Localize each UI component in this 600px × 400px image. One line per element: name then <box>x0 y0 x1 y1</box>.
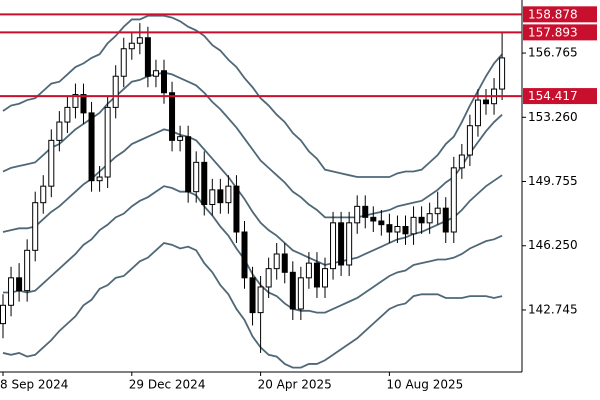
candle-body <box>0 304 6 325</box>
candle-body <box>450 167 457 233</box>
candle-body <box>24 249 31 292</box>
level-label: 154.417 <box>528 89 578 103</box>
candle-body <box>370 216 377 222</box>
candle-body <box>426 213 433 224</box>
candle-body <box>281 253 288 273</box>
candle-body <box>112 75 119 108</box>
candle-body <box>483 99 489 105</box>
candle-body <box>169 92 176 141</box>
candle-body <box>72 94 79 108</box>
y-tick-label: 146.250 <box>528 238 578 252</box>
candle-body <box>402 225 409 235</box>
candle-body <box>217 189 224 204</box>
candle-body <box>8 277 15 306</box>
level-label-box <box>523 24 597 41</box>
level-label-box <box>523 88 597 105</box>
candle-body <box>418 216 425 224</box>
band-line <box>2 14 503 178</box>
candle-body <box>233 185 240 233</box>
candle-body <box>273 253 280 270</box>
candle-body <box>466 125 473 156</box>
candle-body <box>209 189 216 206</box>
band-line <box>2 242 503 369</box>
candle-body <box>410 216 417 235</box>
candle-body <box>305 262 312 279</box>
y-tick-label: 149.755 <box>528 174 578 188</box>
candle-body <box>330 222 337 270</box>
candle-body <box>152 70 159 77</box>
candle-body <box>64 106 71 123</box>
candle-body <box>120 48 127 77</box>
candle-body <box>225 185 232 204</box>
candle-body <box>313 262 320 288</box>
candle-body <box>394 225 401 233</box>
candle-body <box>378 220 385 226</box>
candle-body <box>458 154 465 169</box>
candle-body <box>442 207 449 233</box>
candle-body <box>32 202 39 251</box>
candle-body <box>104 106 111 178</box>
level-label: 158.878 <box>528 7 578 21</box>
candle-body <box>297 277 304 310</box>
candle-body <box>434 207 441 215</box>
candle-body <box>161 70 167 94</box>
level-label-box <box>523 6 597 23</box>
band-line <box>2 71 503 219</box>
candle-body <box>354 205 361 224</box>
plot-area <box>0 14 506 369</box>
candle-body <box>322 268 328 288</box>
candle-body <box>201 161 208 206</box>
candle-body <box>346 222 353 266</box>
candle-body <box>128 42 135 50</box>
candle-body <box>88 112 95 182</box>
x-tick-label: 20 Apr 2025 <box>258 378 332 392</box>
y-tick-label: 142.745 <box>528 302 578 316</box>
candle-body <box>96 176 103 182</box>
candle-body <box>362 205 369 218</box>
candle-body <box>144 37 151 77</box>
candle-body <box>56 121 63 141</box>
x-tick-label: 29 Dec 2024 <box>129 378 206 392</box>
band-line <box>2 128 503 266</box>
candle-body <box>499 57 506 90</box>
candle-body <box>185 136 192 193</box>
candle-body <box>48 139 55 187</box>
y-tick-label: 153.260 <box>528 110 578 124</box>
candle-body <box>386 224 393 233</box>
candle-body <box>338 222 345 266</box>
candle-body <box>257 286 264 314</box>
candle-body <box>474 99 481 127</box>
level-label: 157.893 <box>528 25 578 39</box>
candle-body <box>249 277 256 314</box>
candle-body <box>289 271 296 310</box>
candle-body <box>136 37 143 44</box>
candle-body <box>40 185 47 204</box>
candle-body <box>177 136 184 141</box>
candle-body <box>193 161 200 193</box>
x-tick-label: 10 Aug 2025 <box>386 378 463 392</box>
candle-body <box>265 268 272 288</box>
x-tick-label: 8 Sep 2024 <box>0 378 68 392</box>
candle-body <box>241 231 248 279</box>
y-tick-label: 156.765 <box>528 46 578 60</box>
candle-body <box>16 277 23 292</box>
candle-body <box>80 94 87 114</box>
